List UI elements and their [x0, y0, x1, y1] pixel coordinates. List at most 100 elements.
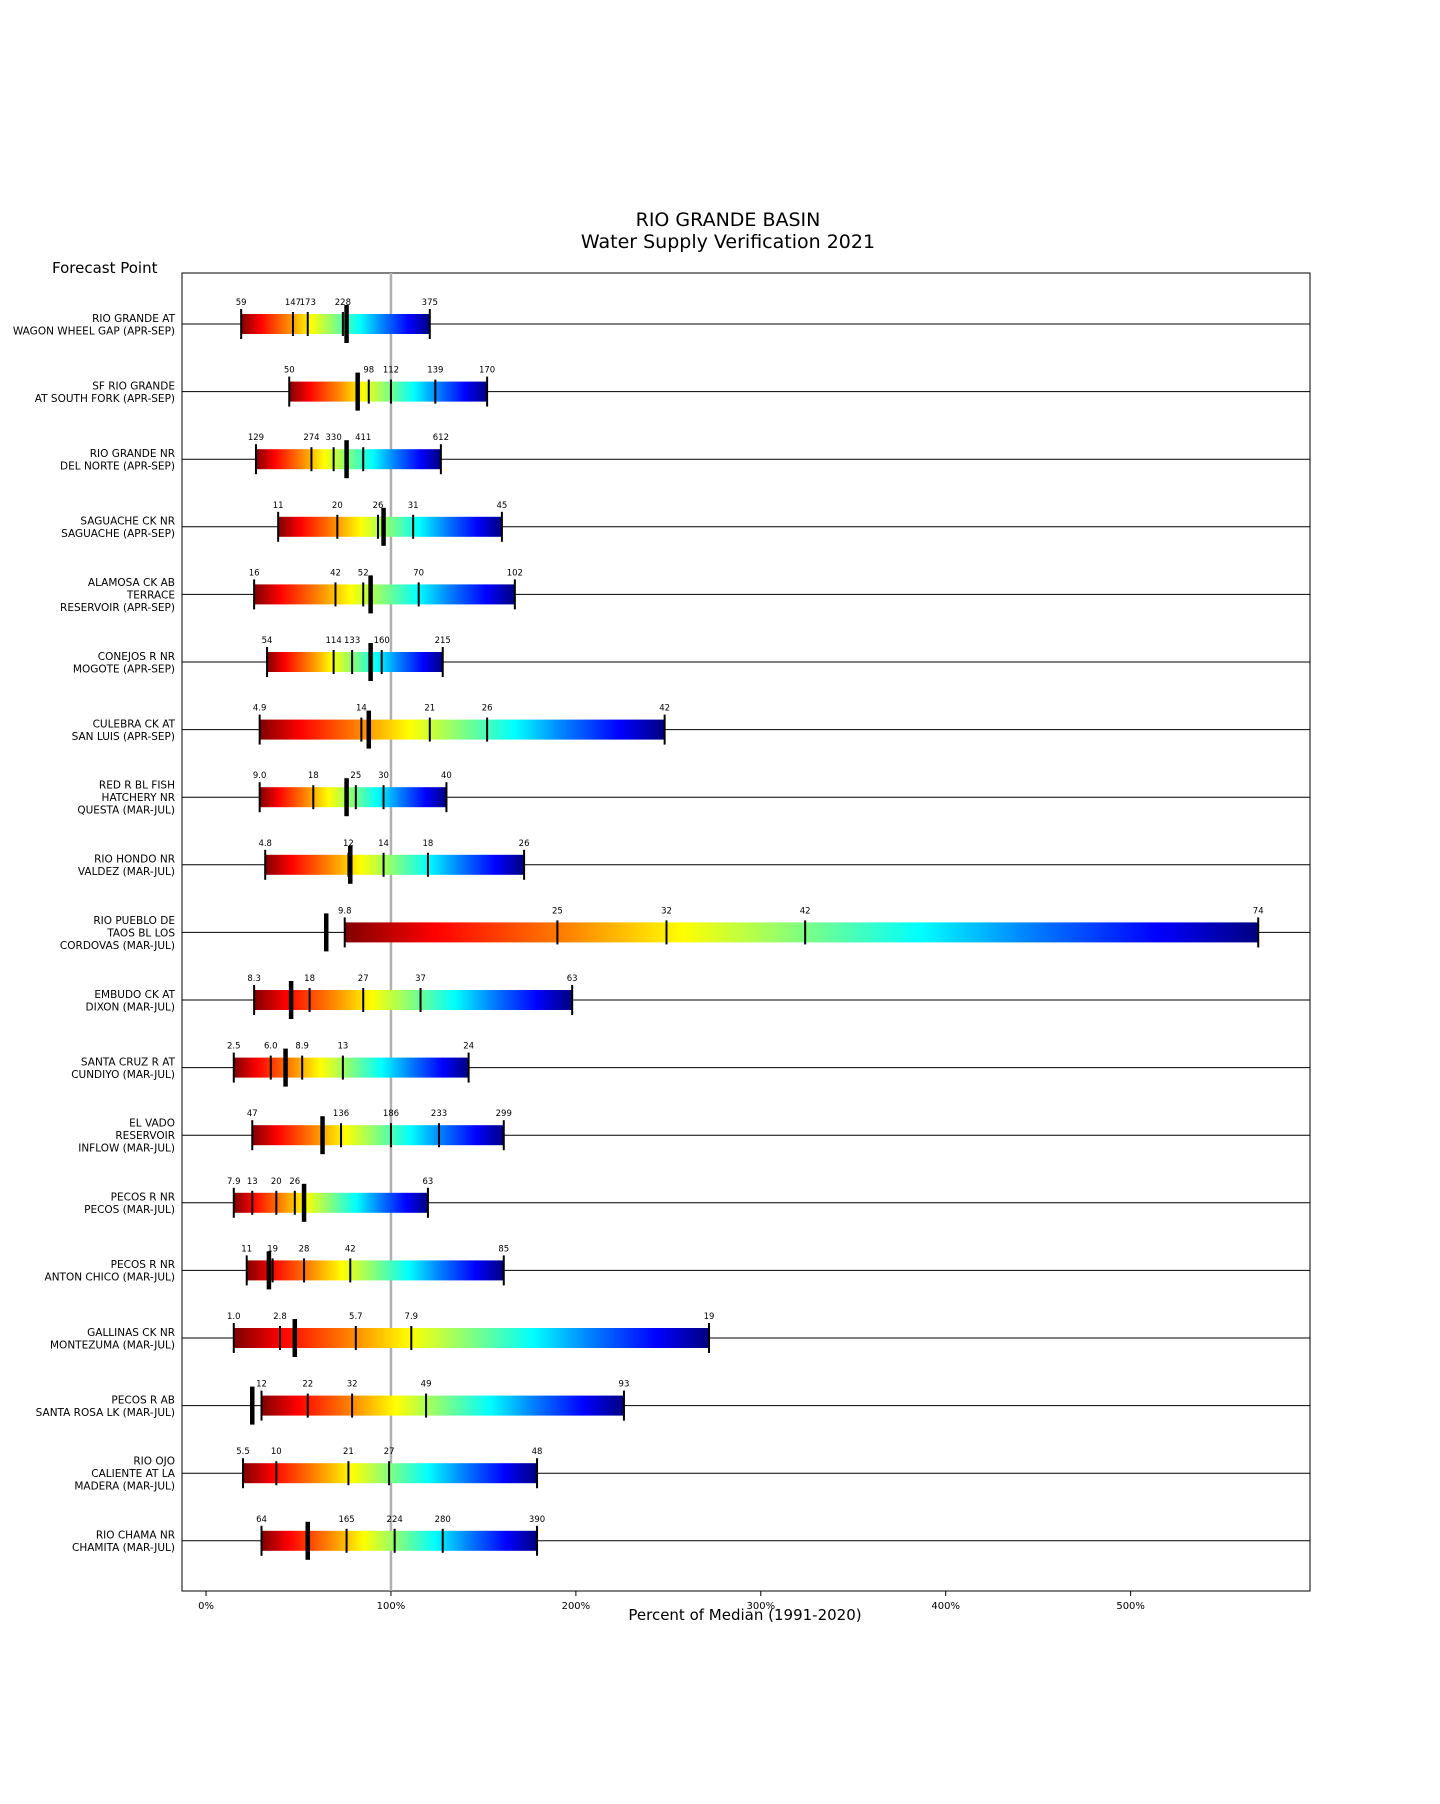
forecast-tick-label: 8.9	[295, 1042, 309, 1052]
forecast-tick-label: 70	[413, 568, 424, 578]
forecast-tick-label: 18	[423, 839, 434, 849]
forecast-tick-label: 26	[289, 1177, 300, 1187]
forecast-range-bar	[259, 787, 447, 808]
forecast-point-label: GALLINAS CK NR	[87, 1327, 175, 1339]
forecast-point-label: PECOS (MAR-JUL)	[84, 1204, 175, 1216]
forecast-tick-label: 4.9	[253, 704, 267, 714]
forecast-range-bar	[233, 1328, 710, 1348]
forecast-tick-label: 98	[363, 366, 374, 376]
forecast-tick-label: 5.7	[349, 1312, 363, 1322]
forecast-tick-label: 1.0	[227, 1312, 241, 1322]
forecast-tick-label: 24	[463, 1042, 474, 1052]
forecast-tick-label: 7.9	[227, 1177, 241, 1187]
forecast-point-label: RIO OJO	[133, 1456, 175, 1468]
forecast-tick-label: 27	[384, 1447, 395, 1457]
forecast-row: 16 42 52 70 102 ALAMOSA CK ABTERRACERESERVOIR…	[60, 568, 1310, 614]
forecast-point-label: ALAMOSA CK AB	[88, 577, 175, 589]
forecast-point-label: PECOS R NR	[111, 1259, 175, 1271]
forecast-tick-label: 19	[704, 1312, 715, 1322]
forecast-point-label: CORDOVAS (MAR-JUL)	[60, 940, 175, 952]
forecast-tick-label: 42	[345, 1244, 356, 1254]
forecast-tick-label: 2.8	[273, 1312, 287, 1322]
forecast-tick-label: 4.8	[258, 839, 272, 849]
forecast-tick-label: 12	[343, 839, 354, 849]
forecast-range-bar	[246, 1260, 504, 1281]
forecast-tick-label: 48	[532, 1447, 543, 1457]
forecast-tick-label: 26	[482, 704, 493, 714]
forecast-point-label: RIO GRANDE AT	[92, 313, 175, 325]
forecast-tick-label: 9.0	[253, 771, 267, 781]
forecast-tick-label: 233	[431, 1109, 447, 1119]
forecast-tick-label: 139	[427, 366, 443, 376]
forecast-tick-label: 112	[383, 366, 399, 376]
forecast-point-label: SAGUACHE (APR-SEP)	[61, 528, 175, 540]
x-axis-tick-label: 300%	[746, 1601, 775, 1612]
forecast-range-bar	[289, 381, 488, 402]
forecast-tick-label: 18	[304, 974, 315, 984]
forecast-tick-label: 26	[519, 839, 530, 849]
forecast-tick-label: 170	[479, 366, 495, 376]
forecast-tick-label: 22	[302, 1380, 313, 1390]
forecast-tick-label: 37	[415, 974, 426, 984]
forecast-point-label: AT SOUTH FORK (APR-SEP)	[35, 393, 175, 405]
forecast-tick-label: 32	[347, 1380, 358, 1390]
forecast-point-label: QUESTA (MAR-JUL)	[77, 805, 175, 817]
forecast-range-bar	[267, 652, 443, 672]
forecast-tick-label: 63	[567, 974, 578, 984]
forecast-point-label: RED R BL FISH	[99, 780, 175, 792]
forecast-tick-label: 27	[358, 974, 369, 984]
forecast-tick-label: 74	[1253, 906, 1264, 916]
x-axis-tick-label: 500%	[1116, 1601, 1145, 1612]
x-axis-tick-label: 200%	[562, 1601, 591, 1612]
x-axis-tick-label: 0%	[198, 1601, 214, 1612]
forecast-tick-label: 25	[552, 906, 563, 916]
forecast-tick-label: 136	[333, 1109, 349, 1119]
forecast-tick-label: 5.5	[236, 1447, 250, 1457]
forecast-tick-label: 165	[338, 1515, 354, 1525]
forecast-range-bar	[254, 584, 515, 605]
forecast-point-label: RIO PUEBLO DE	[93, 915, 175, 927]
forecast-tick-label: 45	[496, 501, 507, 511]
forecast-point-label: PECOS R NR	[111, 1192, 175, 1204]
forecast-tick-label: 612	[433, 433, 449, 443]
forecast-tick-label: 6.0	[264, 1042, 278, 1052]
forecast-range-bar	[261, 1530, 538, 1551]
forecast-tick-label: 85	[498, 1244, 509, 1254]
forecast-point-label: PECOS R AB	[111, 1394, 175, 1406]
forecast-point-label: VALDEZ (MAR-JUL)	[78, 866, 175, 878]
forecast-tick-label: 160	[374, 636, 390, 646]
forecast-tick-label: 215	[435, 636, 451, 646]
forecast-point-label: INFLOW (MAR-JUL)	[78, 1143, 175, 1155]
forecast-point-label: RESERVOIR	[115, 1130, 175, 1142]
y-axis-title: Forecast Point	[52, 259, 158, 277]
forecast-point-label: WAGON WHEEL GAP (APR-SEP)	[13, 325, 175, 337]
forecast-point-label: MADERA (MAR-JUL)	[74, 1481, 175, 1493]
forecast-tick-label: 49	[421, 1380, 432, 1390]
forecast-range-bar	[265, 854, 525, 875]
forecast-point-label: HATCHERY NR	[102, 792, 175, 804]
forecast-point-label: RIO HONDO NR	[94, 854, 175, 866]
forecast-point-label: CUNDIYO (MAR-JUL)	[71, 1069, 175, 1081]
x-axis-title: Percent of Median (1991-2020)	[628, 1606, 861, 1624]
forecast-tick-label: 59	[236, 298, 247, 308]
forecast-tick-label: 52	[358, 568, 369, 578]
forecast-tick-label: 54	[262, 636, 273, 646]
forecast-point-label: CALIENTE AT LA	[91, 1468, 176, 1480]
forecast-tick-label: 274	[303, 433, 319, 443]
forecast-tick-label: 25	[350, 771, 361, 781]
forecast-point-label: SAN LUIS (APR-SEP)	[72, 731, 175, 743]
forecast-point-label: DEL NORTE (APR-SEP)	[60, 460, 175, 472]
forecast-point-label: TAOS BL LOS	[106, 927, 175, 939]
